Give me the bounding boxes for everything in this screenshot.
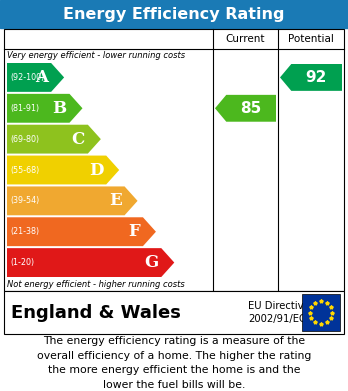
Polygon shape <box>7 156 119 185</box>
Text: (69-80): (69-80) <box>10 135 39 143</box>
Polygon shape <box>7 63 64 92</box>
Text: EU Directive
2002/91/EC: EU Directive 2002/91/EC <box>248 301 310 324</box>
Text: (1-20): (1-20) <box>10 258 34 267</box>
Polygon shape <box>7 217 156 246</box>
Polygon shape <box>7 94 82 123</box>
Text: Current: Current <box>226 34 265 44</box>
Text: (21-38): (21-38) <box>10 227 39 236</box>
Text: Potential: Potential <box>288 34 334 44</box>
Polygon shape <box>7 187 137 215</box>
Bar <box>4 291 344 334</box>
Text: 85: 85 <box>240 101 261 116</box>
Polygon shape <box>7 248 174 277</box>
Bar <box>302 294 340 331</box>
Text: Very energy efficient - lower running costs: Very energy efficient - lower running co… <box>7 51 185 60</box>
Text: 92: 92 <box>305 70 327 85</box>
Text: Energy Efficiency Rating: Energy Efficiency Rating <box>63 7 285 22</box>
Text: Not energy efficient - higher running costs: Not energy efficient - higher running co… <box>7 280 185 289</box>
Polygon shape <box>215 95 276 122</box>
Polygon shape <box>7 125 101 154</box>
Text: C: C <box>72 131 85 148</box>
Text: (39-54): (39-54) <box>10 196 39 205</box>
Text: E: E <box>109 192 121 209</box>
Text: D: D <box>89 161 103 179</box>
Text: (92-100): (92-100) <box>10 73 44 82</box>
Text: (55-68): (55-68) <box>10 165 39 174</box>
Text: B: B <box>52 100 66 117</box>
Bar <box>0 0 348 28</box>
Text: The energy efficiency rating is a measure of the
overall efficiency of a home. T: The energy efficiency rating is a measur… <box>37 336 311 389</box>
Text: England & Wales: England & Wales <box>11 303 181 321</box>
Polygon shape <box>280 64 342 91</box>
Text: G: G <box>144 254 158 271</box>
Text: A: A <box>35 69 48 86</box>
Text: (81-91): (81-91) <box>10 104 39 113</box>
Text: F: F <box>128 223 140 240</box>
Bar <box>4 29 344 291</box>
